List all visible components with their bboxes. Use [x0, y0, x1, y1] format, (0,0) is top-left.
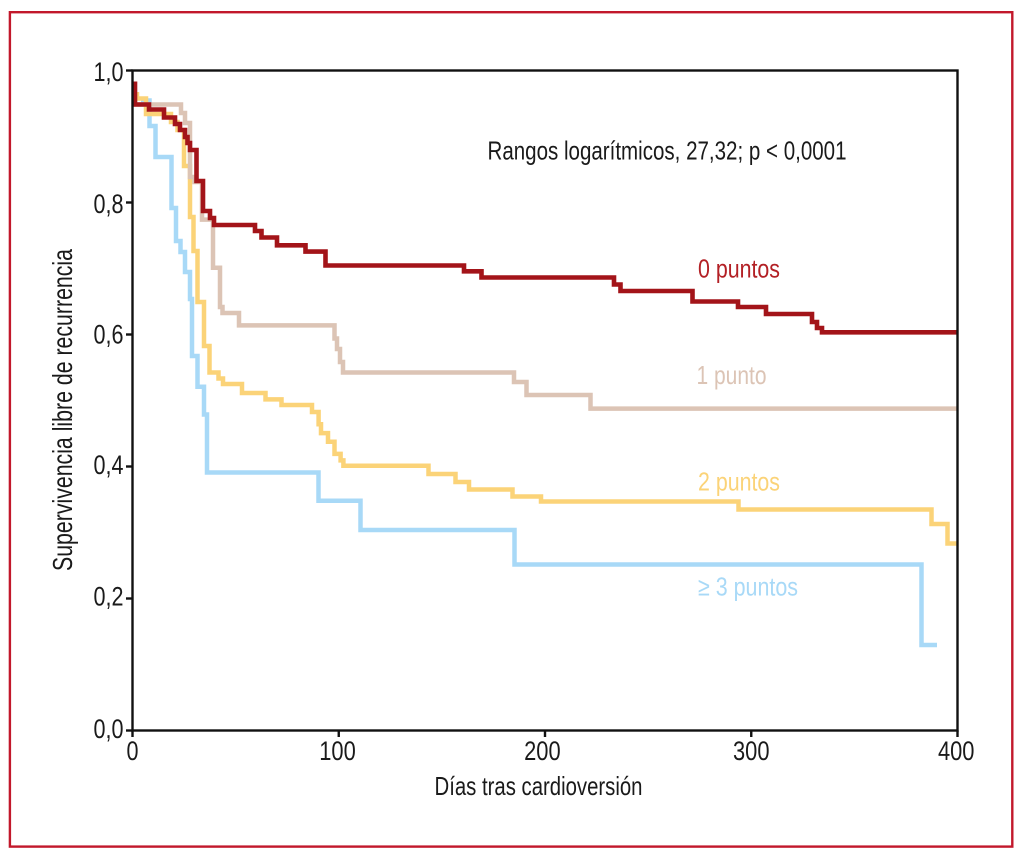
svg-text:0,2: 0,2	[94, 582, 124, 612]
svg-text:≥ 3 puntos: ≥ 3 puntos	[698, 572, 798, 602]
svg-text:Días tras cardioversión: Días tras cardioversión	[435, 771, 643, 801]
svg-text:200: 200	[524, 736, 561, 766]
svg-text:300: 300	[733, 736, 770, 766]
svg-text:0: 0	[127, 736, 139, 766]
svg-text:2 puntos: 2 puntos	[698, 467, 780, 497]
svg-text:1 punto: 1 punto	[697, 360, 767, 390]
svg-text:Rangos logarítmicos, 27,32; p: Rangos logarítmicos, 27,32; p < 0,0001	[488, 135, 847, 165]
svg-text:0,8: 0,8	[94, 189, 124, 219]
svg-text:0 puntos: 0 puntos	[698, 253, 780, 283]
svg-text:0,0: 0,0	[94, 714, 124, 744]
svg-text:1,0: 1,0	[94, 57, 124, 87]
svg-text:Supervivencia libre de recurre: Supervivencia libre de recurrencia	[47, 248, 78, 571]
svg-text:400: 400	[938, 736, 975, 766]
svg-text:0,6: 0,6	[94, 319, 124, 349]
svg-text:100: 100	[319, 736, 356, 766]
svg-text:0,4: 0,4	[94, 450, 124, 480]
